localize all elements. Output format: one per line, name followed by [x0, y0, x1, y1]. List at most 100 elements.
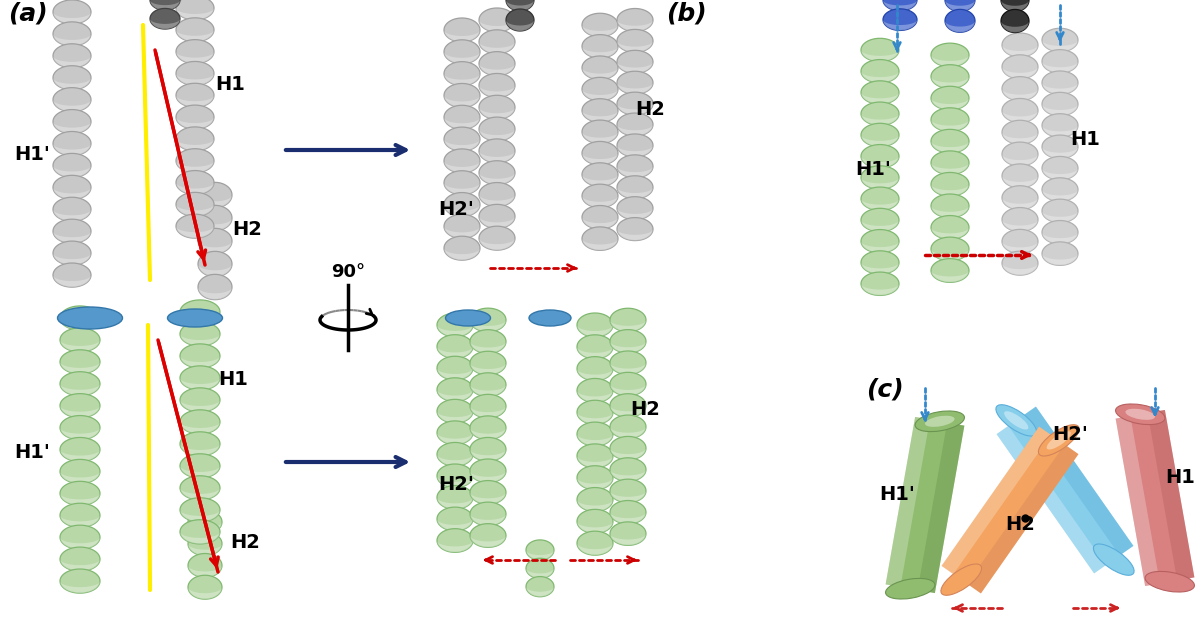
Polygon shape — [437, 454, 473, 466]
Polygon shape — [931, 249, 969, 261]
Text: H1: H1 — [1070, 130, 1100, 149]
Polygon shape — [479, 95, 515, 119]
Ellipse shape — [1116, 404, 1165, 424]
Polygon shape — [1002, 55, 1038, 79]
Ellipse shape — [915, 411, 964, 432]
Polygon shape — [1041, 253, 1078, 265]
Polygon shape — [582, 163, 618, 187]
Polygon shape — [582, 34, 618, 58]
Polygon shape — [610, 394, 647, 417]
Polygon shape — [861, 187, 899, 210]
Polygon shape — [60, 559, 100, 571]
Polygon shape — [610, 458, 647, 481]
Polygon shape — [176, 226, 214, 238]
Polygon shape — [176, 139, 214, 151]
Polygon shape — [1002, 198, 1038, 210]
Polygon shape — [931, 215, 969, 239]
Polygon shape — [53, 165, 92, 177]
Polygon shape — [1002, 176, 1038, 188]
Polygon shape — [176, 83, 214, 107]
Polygon shape — [582, 68, 618, 79]
Polygon shape — [1002, 142, 1038, 166]
Polygon shape — [53, 78, 92, 90]
Polygon shape — [479, 8, 515, 32]
Polygon shape — [616, 187, 653, 199]
Polygon shape — [616, 167, 653, 178]
Polygon shape — [444, 74, 480, 85]
Polygon shape — [1002, 154, 1038, 166]
Polygon shape — [610, 522, 647, 545]
Polygon shape — [60, 384, 100, 396]
Polygon shape — [479, 151, 515, 163]
Polygon shape — [931, 163, 969, 175]
Polygon shape — [610, 373, 647, 396]
Text: H2': H2' — [438, 475, 474, 494]
Polygon shape — [506, 9, 535, 31]
Polygon shape — [577, 422, 613, 446]
Polygon shape — [1002, 33, 1038, 57]
Polygon shape — [181, 422, 220, 434]
Polygon shape — [1116, 416, 1159, 586]
Polygon shape — [181, 322, 220, 346]
Polygon shape — [176, 62, 214, 85]
Polygon shape — [616, 208, 653, 220]
Polygon shape — [181, 366, 220, 390]
Polygon shape — [861, 166, 899, 189]
Polygon shape — [437, 368, 473, 380]
Polygon shape — [444, 236, 480, 260]
Polygon shape — [181, 378, 220, 390]
Polygon shape — [437, 476, 473, 488]
Polygon shape — [931, 227, 969, 239]
Polygon shape — [577, 487, 613, 512]
Polygon shape — [53, 56, 92, 68]
Polygon shape — [53, 263, 92, 287]
Polygon shape — [181, 475, 220, 500]
Polygon shape — [53, 187, 92, 200]
Polygon shape — [176, 205, 214, 217]
Polygon shape — [437, 529, 473, 552]
Polygon shape — [616, 29, 653, 52]
Polygon shape — [610, 351, 647, 374]
Polygon shape — [444, 205, 480, 217]
Polygon shape — [444, 127, 480, 151]
Polygon shape — [181, 532, 220, 544]
Polygon shape — [470, 535, 506, 547]
Polygon shape — [479, 238, 515, 250]
Polygon shape — [444, 40, 480, 64]
Text: (a): (a) — [8, 1, 48, 25]
Polygon shape — [861, 177, 899, 189]
Polygon shape — [861, 199, 899, 210]
Polygon shape — [997, 407, 1133, 573]
Polygon shape — [931, 98, 969, 110]
Polygon shape — [526, 540, 554, 560]
Polygon shape — [931, 120, 969, 132]
Polygon shape — [470, 428, 506, 439]
Polygon shape — [470, 373, 506, 396]
Polygon shape — [610, 329, 647, 353]
Polygon shape — [53, 219, 92, 243]
Polygon shape — [616, 9, 653, 31]
Polygon shape — [610, 448, 647, 460]
Polygon shape — [861, 272, 899, 295]
Polygon shape — [577, 400, 613, 424]
Polygon shape — [1001, 21, 1029, 32]
Polygon shape — [60, 504, 100, 527]
Polygon shape — [945, 0, 975, 11]
Polygon shape — [60, 340, 100, 352]
Polygon shape — [577, 347, 613, 359]
Polygon shape — [506, 0, 535, 11]
Polygon shape — [1041, 71, 1078, 94]
Polygon shape — [197, 264, 232, 276]
Polygon shape — [883, 19, 917, 31]
Polygon shape — [616, 134, 653, 157]
Polygon shape — [60, 328, 100, 352]
Polygon shape — [931, 237, 969, 261]
Polygon shape — [479, 161, 515, 185]
Polygon shape — [53, 66, 92, 90]
Polygon shape — [53, 144, 92, 155]
Ellipse shape — [940, 564, 981, 595]
Text: H1: H1 — [1165, 468, 1194, 487]
Polygon shape — [188, 532, 222, 556]
Polygon shape — [437, 442, 473, 466]
Polygon shape — [1002, 220, 1038, 232]
